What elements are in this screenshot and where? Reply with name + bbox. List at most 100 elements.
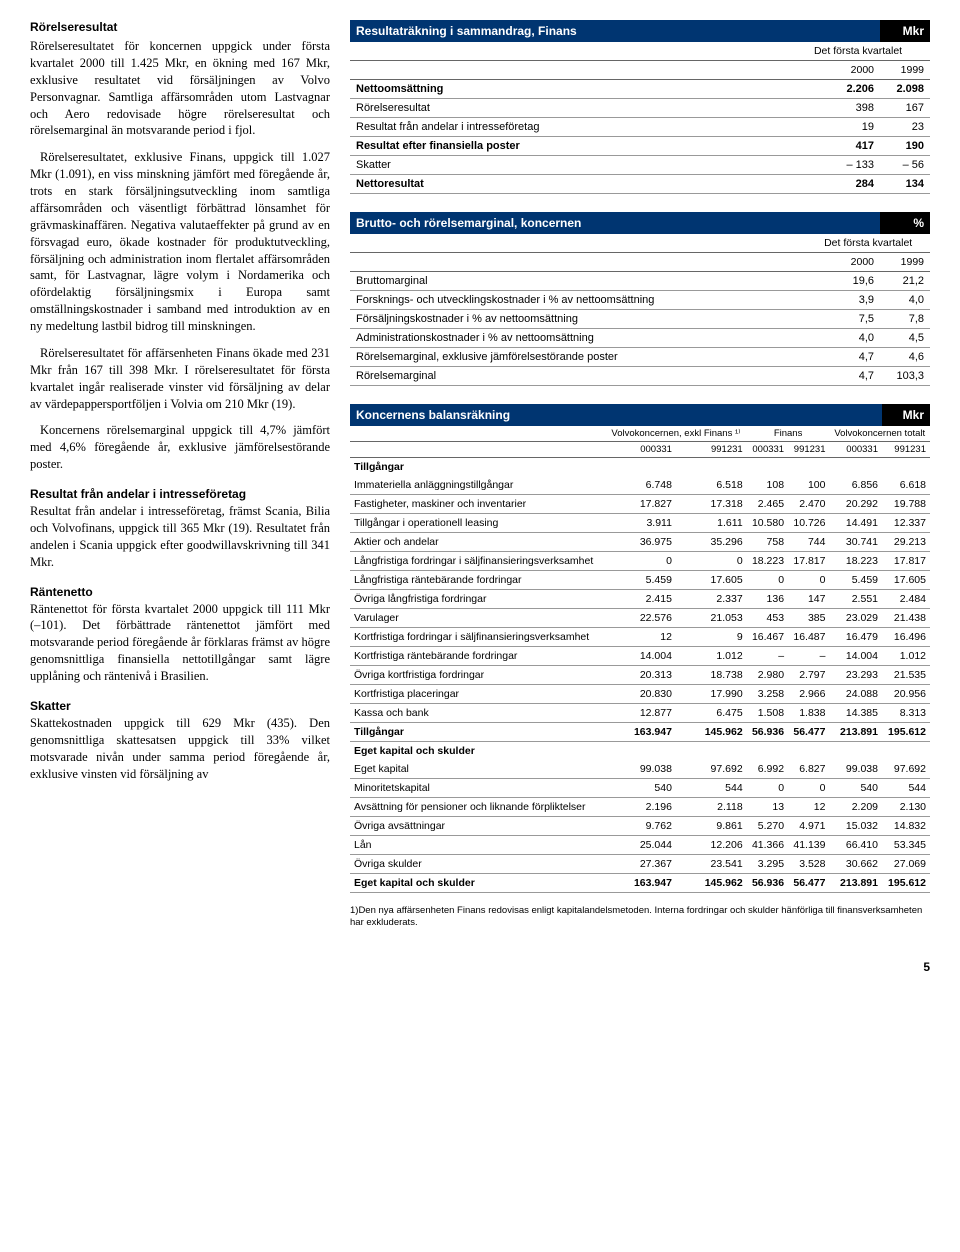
- row-label: Eget kapital: [350, 760, 605, 779]
- cell-value: 4,6: [880, 348, 930, 367]
- cell-value: 6.475: [676, 704, 747, 723]
- cell-value: 2.196: [605, 798, 676, 817]
- table-title: Brutto- och rörelsemarginal, koncernen: [350, 212, 806, 234]
- cell-value: 6.827: [788, 760, 829, 779]
- table-row: Försäljningskostnader i % av nettoomsätt…: [350, 310, 930, 329]
- row-label: Nettoresultat: [350, 175, 786, 194]
- cell-value: 10.726: [788, 514, 829, 533]
- cell-value: 5.459: [605, 571, 676, 590]
- cell-value: 97.692: [676, 760, 747, 779]
- cell-value: 0: [747, 571, 788, 590]
- table-row: Varulager22.57621.05345338523.02921.438: [350, 609, 930, 628]
- row-label: Rörelseresultat: [350, 99, 786, 118]
- cell-value: 544: [882, 779, 930, 798]
- cell-value: 5.270: [747, 817, 788, 836]
- cell-value: 2.980: [747, 666, 788, 685]
- cell-value: 56.936: [747, 874, 788, 893]
- row-label: Forsknings- och utvecklingskostnader i %…: [350, 291, 806, 310]
- cell-value: 2.118: [676, 798, 747, 817]
- cell-value: – 56: [880, 156, 930, 175]
- cell-value: 4,7: [806, 367, 880, 386]
- cell-value: 16.487: [788, 628, 829, 647]
- cell-value: 6.748: [605, 476, 676, 495]
- table-row: Kortfristiga fordringar i säljfinansieri…: [350, 628, 930, 647]
- page-number: 5: [30, 960, 930, 974]
- table-row: Kassa och bank12.8776.4751.5081.83814.38…: [350, 704, 930, 723]
- cell-value: 100: [788, 476, 829, 495]
- cell-value: 145.962: [676, 723, 747, 742]
- cell-value: 0: [788, 779, 829, 798]
- cell-value: 1.508: [747, 704, 788, 723]
- cell-value: 167: [880, 99, 930, 118]
- cell-value: 10.580: [747, 514, 788, 533]
- table-total-row: Tillgångar163.947145.96256.93656.477213.…: [350, 723, 930, 742]
- table-row: Rörelsemarginal, exklusive jämförelsestö…: [350, 348, 930, 367]
- table-row: Övriga skulder27.36723.5413.2953.52830.6…: [350, 855, 930, 874]
- cell-value: 284: [786, 175, 880, 194]
- cell-value: 17.605: [676, 571, 747, 590]
- table-row: Kortfristiga placeringar20.83017.9903.25…: [350, 685, 930, 704]
- cell-value: 1.838: [788, 704, 829, 723]
- table-unit: Mkr: [882, 404, 930, 426]
- cell-value: 20.830: [605, 685, 676, 704]
- year-col: 000331: [829, 442, 882, 458]
- cell-value: 23.293: [829, 666, 882, 685]
- section-heading: Tillgångar: [350, 458, 930, 477]
- cell-value: 540: [829, 779, 882, 798]
- row-label: Eget kapital och skulder: [350, 874, 605, 893]
- table-title: Resultaträkning i sammandrag, Finans: [350, 20, 786, 42]
- cell-value: 6.856: [829, 476, 882, 495]
- table-marginal-koncernen: Brutto- och rörelsemarginal, koncernen %…: [350, 212, 930, 386]
- row-label: Övriga avsättningar: [350, 817, 605, 836]
- cell-value: 744: [788, 533, 829, 552]
- cell-value: 453: [747, 609, 788, 628]
- row-label: Rörelsemarginal, exklusive jämförelsestö…: [350, 348, 806, 367]
- cell-value: 136: [747, 590, 788, 609]
- cell-value: 56.477: [788, 874, 829, 893]
- cell-value: 17.827: [605, 495, 676, 514]
- cell-value: –: [788, 647, 829, 666]
- cell-value: 21.053: [676, 609, 747, 628]
- cell-value: 163.947: [605, 723, 676, 742]
- cell-value: 2.130: [882, 798, 930, 817]
- cell-value: – 133: [786, 156, 880, 175]
- cell-value: 544: [676, 779, 747, 798]
- cell-value: 9.861: [676, 817, 747, 836]
- cell-value: 36.975: [605, 533, 676, 552]
- cell-value: 9.762: [605, 817, 676, 836]
- cell-value: 0: [605, 552, 676, 571]
- cell-value: 2.551: [829, 590, 882, 609]
- cell-value: 27.367: [605, 855, 676, 874]
- cell-value: 2.484: [882, 590, 930, 609]
- cell-value: 3.295: [747, 855, 788, 874]
- cell-value: 99.038: [829, 760, 882, 779]
- body-paragraph: Rörelseresultatet för koncernen uppgick …: [30, 38, 330, 139]
- cell-value: 2.098: [880, 80, 930, 99]
- table-row: Tillgångar i operationell leasing3.9111.…: [350, 514, 930, 533]
- cell-value: 12: [788, 798, 829, 817]
- row-label: Resultat efter finansiella poster: [350, 137, 786, 156]
- year-col: 000331: [605, 442, 676, 458]
- cell-value: 0: [788, 571, 829, 590]
- cell-value: 22.576: [605, 609, 676, 628]
- cell-value: 398: [786, 99, 880, 118]
- body-paragraph: Rörelseresultatet, exklusive Finans, upp…: [30, 149, 330, 335]
- table-unit: Mkr: [880, 20, 930, 42]
- col-group: Volvokoncernen totalt: [829, 426, 930, 442]
- cell-value: 18.223: [829, 552, 882, 571]
- table-balansrakning: Koncernens balansräkning Mkr Volvokoncer…: [350, 404, 930, 893]
- cell-value: 6.618: [882, 476, 930, 495]
- cell-value: 2.966: [788, 685, 829, 704]
- cell-value: 163.947: [605, 874, 676, 893]
- row-label: Administrationskostnader i % av nettooms…: [350, 329, 806, 348]
- heading-resultat-andelar: Resultat från andelar i intresseföretag: [30, 487, 330, 501]
- cell-value: 21,2: [880, 272, 930, 291]
- cell-value: 3.911: [605, 514, 676, 533]
- table-row: Administrationskostnader i % av nettooms…: [350, 329, 930, 348]
- cell-value: 29.213: [882, 533, 930, 552]
- table-row: Aktier och andelar36.97535.29675874430.7…: [350, 533, 930, 552]
- cell-value: 2.465: [747, 495, 788, 514]
- cell-value: 14.491: [829, 514, 882, 533]
- col-group: Volvokoncernen, exkl Finans ¹⁾: [605, 426, 746, 442]
- cell-value: 17.605: [882, 571, 930, 590]
